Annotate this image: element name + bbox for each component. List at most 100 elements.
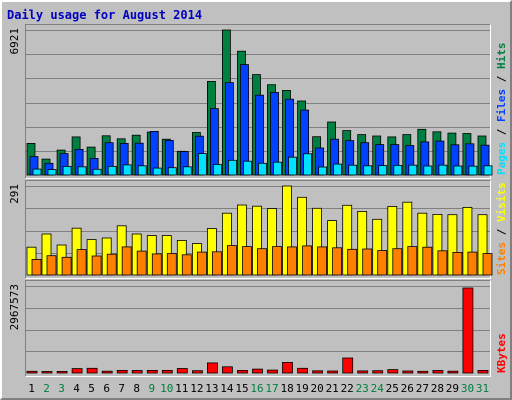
bar-sites-day-6 <box>106 253 117 276</box>
bar-pages-day-7 <box>122 164 132 176</box>
x-tick-label-day-21: 21 <box>326 382 339 395</box>
bar-sites-day-16 <box>257 248 267 276</box>
bar-visits-day-22 <box>342 204 353 276</box>
x-tick-label-day-31: 31 <box>476 382 489 395</box>
bar-kbytes-day-7 <box>116 369 128 374</box>
bar-sites-day-28 <box>437 250 448 276</box>
legend-pages_files_hits: Pages / Files / Hits <box>495 43 508 176</box>
x-tick-label-day-9: 9 <box>148 382 155 395</box>
bar-pages-day-6 <box>107 165 117 176</box>
bar-pages-day-1 <box>32 168 42 176</box>
bar-kbytes-day-2 <box>41 371 53 374</box>
bar-kbytes-day-12 <box>191 370 203 374</box>
bar-kbytes-day-4 <box>71 368 83 374</box>
bar-kbytes-day-24 <box>372 370 384 374</box>
legend-item-files: Files <box>495 89 508 122</box>
bar-sites-day-15 <box>242 246 252 276</box>
x-tick-label-day-28: 28 <box>431 382 444 395</box>
bar-pages-day-9 <box>152 167 162 176</box>
bar-pages-day-17 <box>273 161 282 176</box>
legend-item-visits: Visits <box>495 182 508 222</box>
legend-item-pages: Pages <box>495 142 508 175</box>
bar-pages-day-18 <box>288 156 297 176</box>
bar-sites-day-12 <box>196 251 207 276</box>
bar-pages-day-12 <box>197 153 207 176</box>
bar-kbytes-day-22 <box>342 357 354 374</box>
bar-kbytes-day-23 <box>357 370 369 374</box>
x-tick-label-day-15: 15 <box>235 382 248 395</box>
x-tick-label-day-12: 12 <box>190 382 203 395</box>
bar-visits-day-28 <box>432 213 443 276</box>
bar-kbytes-day-16 <box>252 368 263 374</box>
bar-visits-day-23 <box>357 210 368 276</box>
bar-sites-day-26 <box>407 246 418 276</box>
bar-pages-day-19 <box>303 153 313 176</box>
x-tick-label-day-14: 14 <box>220 382 234 395</box>
x-tick-label-day-3: 3 <box>58 382 65 395</box>
bar-kbytes-day-18 <box>282 361 293 374</box>
bar-visits-day-26 <box>402 201 413 276</box>
panel-border-highlight <box>25 180 491 279</box>
bar-pages-day-4 <box>77 166 87 176</box>
legend-separator: / <box>495 122 508 142</box>
panel-background <box>25 280 491 377</box>
bar-pages-day-3 <box>62 165 72 176</box>
bar-pages-day-16 <box>258 162 267 176</box>
bar-sites-day-27 <box>422 246 433 276</box>
bar-kbytes-day-17 <box>267 369 278 374</box>
panel-border-shadow <box>25 280 491 377</box>
bar-kbytes-day-8 <box>131 370 143 374</box>
x-tick-label-day-13: 13 <box>205 382 218 395</box>
bar-pages-day-13 <box>212 164 222 176</box>
x-tick-label-day-16: 16 <box>250 382 263 395</box>
bar-sites-day-10 <box>166 253 177 276</box>
legend-item-kbytes: KBytes <box>495 333 508 373</box>
bar-sites-day-18 <box>287 246 297 276</box>
bar-kbytes-day-30 <box>462 287 474 374</box>
bar-sites-day-13 <box>211 251 222 276</box>
bar-kbytes-day-19 <box>297 367 309 374</box>
bar-kbytes-day-1 <box>26 370 38 374</box>
bar-kbytes-day-14 <box>221 366 233 374</box>
bar-pages-day-26 <box>408 164 418 176</box>
bar-sites-day-4 <box>76 249 87 276</box>
bar-kbytes-day-28 <box>432 370 444 374</box>
bar-pages-day-5 <box>92 168 102 176</box>
panel-border-highlight <box>25 280 491 377</box>
bar-pages-day-10 <box>167 167 177 176</box>
x-tick-label-day-18: 18 <box>280 382 293 395</box>
y-max-label: 291 <box>8 184 21 204</box>
bar-pages-day-11 <box>182 166 192 176</box>
x-tick-label-day-8: 8 <box>133 382 140 395</box>
bar-sites-day-23 <box>362 248 373 276</box>
bar-sites-day-25 <box>392 248 403 276</box>
bar-pages-day-8 <box>137 165 147 176</box>
panel-border-shadow <box>25 180 491 279</box>
panel-border-highlight <box>25 24 491 179</box>
bar-pages-day-31 <box>483 165 493 176</box>
bar-sites-day-5 <box>91 255 102 276</box>
panel-kbytes: 2967573 KBytes <box>8 280 508 377</box>
bar-sites-day-14 <box>226 245 237 276</box>
bar-pages-day-24 <box>378 165 388 176</box>
bar-kbytes-day-6 <box>101 370 113 374</box>
x-tick-label-day-5: 5 <box>88 382 95 395</box>
bar-sites-day-8 <box>136 250 147 276</box>
legend-separator: / <box>495 222 508 242</box>
bar-pages-day-25 <box>393 164 403 176</box>
bar-sites-day-22 <box>347 248 358 276</box>
bar-pages-day-27 <box>423 165 433 176</box>
bar-visits-day-24 <box>372 218 383 276</box>
legend-item-sites: Sites <box>495 242 508 275</box>
bar-kbytes-day-9 <box>146 369 158 374</box>
bar-pages-day-15 <box>243 160 252 176</box>
bar-kbytes-day-5 <box>86 367 98 374</box>
bar-kbytes-day-10 <box>161 369 173 374</box>
legend-separator: / <box>495 69 508 89</box>
bar-kbytes-day-21 <box>327 370 339 374</box>
bar-visits-day-29 <box>447 214 458 276</box>
bar-kbytes-day-31 <box>477 369 489 374</box>
